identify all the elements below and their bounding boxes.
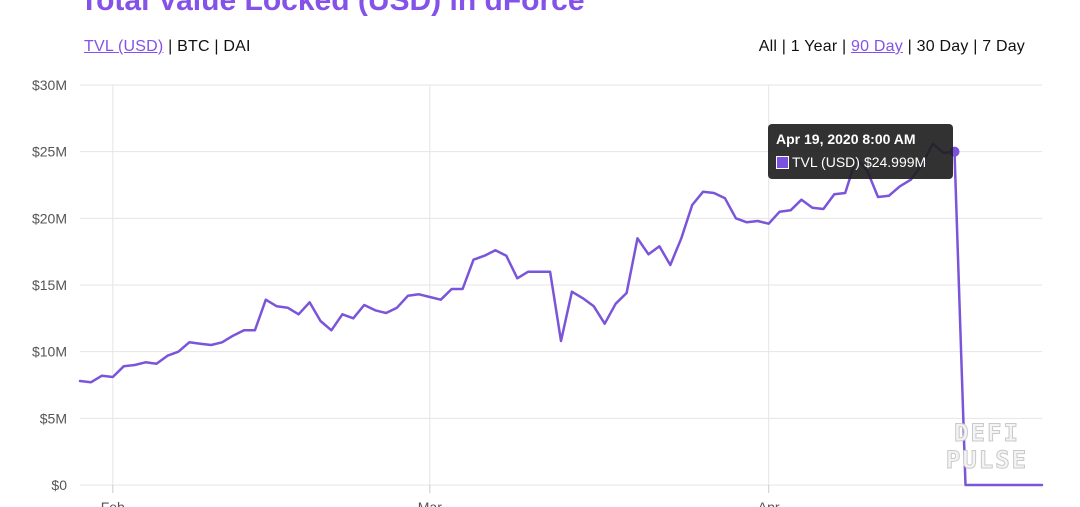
chart-tooltip: Apr 19, 2020 8:00 AM TVL (USD) $24.999M: [768, 124, 953, 179]
y-tick-label: $25M: [32, 144, 67, 160]
separator: |: [907, 38, 917, 55]
y-tick-label: $15M: [32, 277, 67, 293]
chart-title: Total Value Locked (USD) in dForce: [80, 0, 585, 17]
tooltip-date: Apr 19, 2020 8:00 AM: [776, 131, 916, 147]
range-1-year[interactable]: 1 Year: [790, 38, 838, 55]
tvl-series-line: [78, 142, 1044, 487]
currency-toggle-group: TVL (USD) | BTC | DAI: [84, 38, 251, 56]
y-tick-label: $30M: [32, 77, 67, 93]
watermark-line-2: PULSE: [945, 446, 1029, 474]
toggle-btc[interactable]: BTC: [177, 38, 210, 55]
tooltip-series-label: TVL (USD): [792, 154, 860, 170]
x-tick-label: Apr: [758, 499, 780, 507]
y-tick-label: $20M: [32, 210, 67, 226]
range-90-day[interactable]: 90 Day: [851, 38, 903, 55]
range-30-day[interactable]: 30 Day: [916, 38, 969, 55]
separator: |: [842, 38, 852, 55]
y-tick-label: $0: [51, 477, 67, 493]
separator: |: [168, 38, 178, 55]
series-color-swatch: [776, 155, 789, 169]
x-tick-label: Mar: [418, 499, 442, 507]
y-tick-label: $5M: [40, 410, 67, 426]
tooltip-value: $24.999M: [863, 154, 927, 170]
separator: |: [781, 38, 791, 55]
toggle-tvl-usd[interactable]: TVL (USD): [84, 38, 164, 55]
watermark-line-1: DEFI: [954, 419, 1020, 447]
tooltip-row: TVL (USD) $24.999M: [776, 154, 953, 170]
x-tick-label: Feb: [101, 499, 125, 507]
separator: |: [214, 38, 224, 55]
range-all[interactable]: All: [758, 38, 778, 55]
separator: |: [973, 38, 983, 55]
y-tick-label: $10M: [32, 344, 67, 360]
toggle-dai[interactable]: DAI: [223, 38, 251, 55]
range-toggle-group: All | 1 Year | 90 Day | 30 Day | 7 Day: [759, 38, 1025, 56]
range-7-day[interactable]: 7 Day: [982, 38, 1025, 55]
defi-pulse-watermark: DEFI PULSE: [942, 419, 1032, 474]
